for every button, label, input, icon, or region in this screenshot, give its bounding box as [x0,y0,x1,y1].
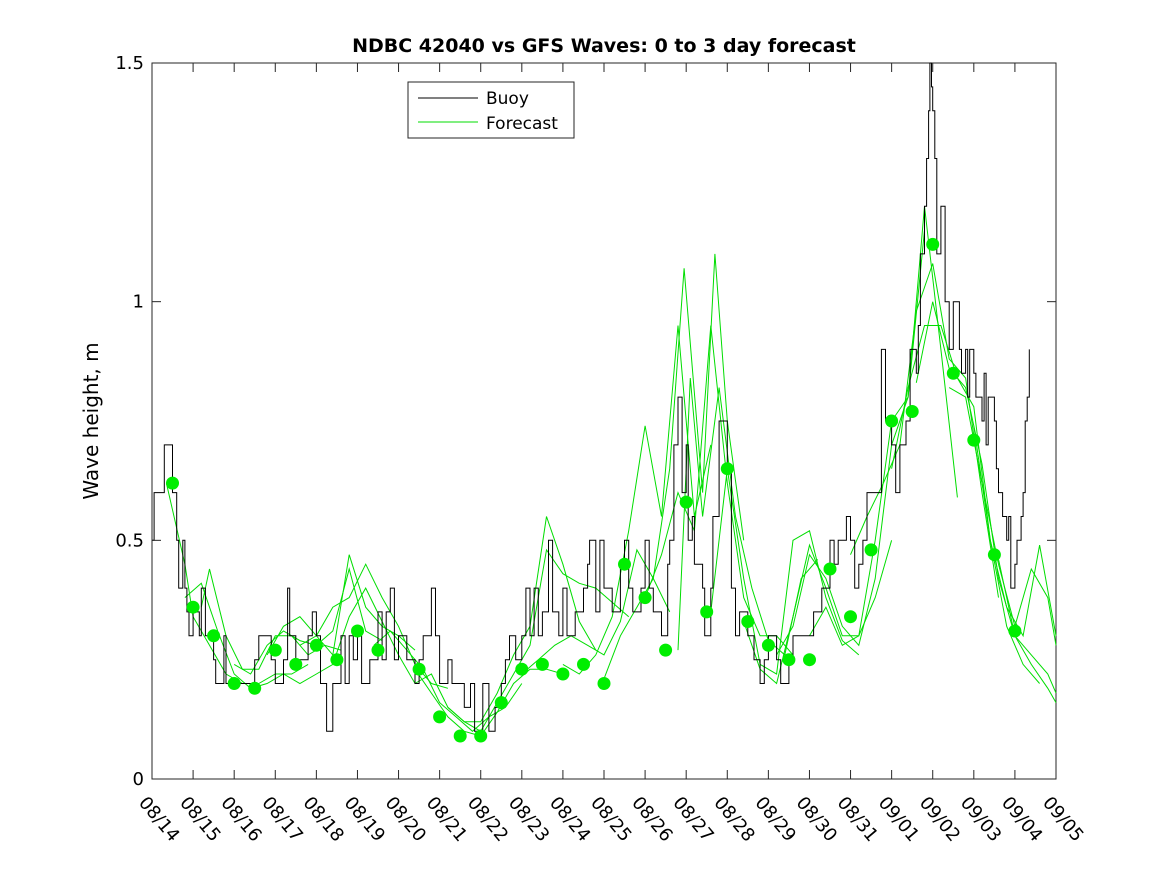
forecast-marker-17 [515,662,529,676]
forecast-marker-32 [823,562,837,576]
forecast-line-17 [710,468,860,675]
forecast-marker-16 [494,696,508,710]
forecast-line-25 [973,425,1057,638]
forecast-line-26 [998,559,1057,694]
forecast-marker-13 [433,710,447,724]
forecast-marker-30 [782,653,796,667]
forecast-marker-35 [885,414,899,428]
forecast-marker-6 [268,643,282,657]
y-tick-label: 1 [133,292,144,313]
forecast-marker-33 [844,610,857,624]
forecast-marker-1 [166,476,179,490]
plot-area [151,62,1057,780]
forecast-marker-38 [946,366,960,380]
forecast-marker-27 [720,462,734,476]
forecast-marker-31 [803,653,816,667]
forecast-marker-12 [412,662,426,676]
forecast-marker-2 [186,600,200,614]
legend-buoy-label: Buoy [486,89,529,109]
forecast-marker-5 [248,681,262,695]
y-axis-label: Wave height, m [79,342,103,499]
forecast-line-14 [603,253,745,679]
forecast-marker-3 [207,629,221,643]
forecast-marker-7 [289,657,303,671]
forecast-marker-23 [638,591,652,605]
forecast-marker-20 [577,657,590,671]
forecast-line-19 [776,230,925,656]
forecast-line-20 [809,206,958,647]
forecast-marker-39 [967,433,981,447]
forecast-marker-36 [905,405,919,418]
forecast-marker-29 [761,638,775,652]
legend-forecast-label: Forecast [486,114,558,134]
series-layer [152,62,1057,743]
forecast-marker-40 [987,548,1001,562]
forecast-marker-19 [556,667,570,681]
forecast-marker-9 [330,653,344,667]
forecast-marker-22 [618,557,631,571]
y-tick-label: 0.5 [115,530,144,551]
forecast-marker-10 [351,624,364,638]
forecast-marker-11 [371,643,385,657]
forecast-marker-14 [453,729,467,743]
forecast-marker-25 [679,495,693,509]
forecast-marker-21 [597,677,611,690]
y-tick-label: 0 [133,769,144,790]
forecast-marker-18 [535,657,549,671]
forecast-marker-41 [1008,624,1022,638]
buoy-line [152,62,1030,732]
forecast-line-11 [480,548,630,732]
forecast-marker-15 [474,729,488,743]
legend: Buoy Forecast [407,81,575,139]
forecast-marker-28 [741,615,755,628]
forecast-marker-26 [700,605,714,619]
y-tick-label: 1.5 [115,53,144,74]
forecast-marker-24 [659,643,673,657]
forecast-marker-34 [864,543,878,557]
forecast-marker-8 [309,638,323,652]
forecast-marker-37 [926,237,940,251]
legend-box [407,81,575,139]
chart-title: NDBC 42040 vs GFS Waves: 0 to 3 day fore… [352,35,856,57]
forecast-marker-4 [227,677,241,690]
